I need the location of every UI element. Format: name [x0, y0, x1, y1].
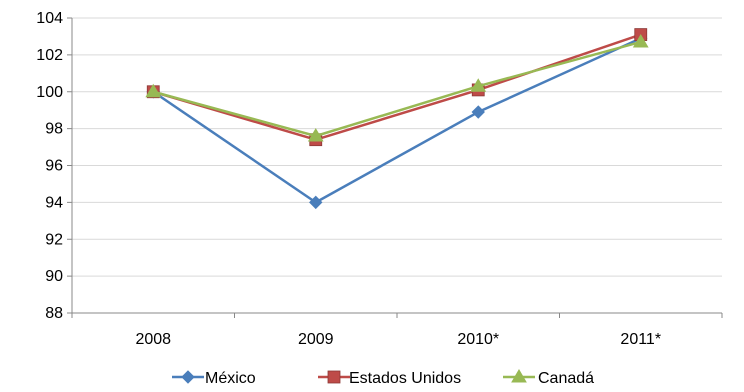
legend-label: Estados Unidos	[349, 370, 461, 387]
y-tick-label: 100	[36, 84, 63, 101]
y-tick-label: 98	[45, 121, 63, 138]
data-point	[471, 105, 485, 119]
gridlines	[72, 17, 722, 277]
data-point	[307, 128, 324, 142]
data-series	[145, 28, 649, 210]
y-tick-label: 102	[36, 47, 63, 64]
y-tick-label: 104	[36, 10, 63, 27]
y-axis-ticks: 88 90 92 94 96 98 100 102 104	[36, 10, 72, 322]
data-point	[309, 195, 323, 210]
x-tick-label: 2009	[298, 331, 334, 348]
x-axis-ticks: 2008 2009 2010* 2011*	[71, 313, 723, 348]
y-tick-label: 90	[45, 268, 63, 285]
y-tick-label: 94	[45, 194, 63, 211]
legend-label: Canadá	[538, 370, 594, 387]
data-point	[632, 33, 649, 48]
y-tick-label: 96	[45, 158, 63, 175]
legend: México Estados Unidos Canadá	[172, 369, 594, 387]
legend-label: México	[205, 370, 256, 387]
legend-marker	[327, 370, 341, 384]
legend-marker	[511, 369, 527, 383]
x-tick-label: 2008	[135, 331, 171, 348]
legend-marker	[181, 370, 195, 384]
data-point	[145, 83, 162, 98]
x-tick-label: 2010*	[457, 331, 499, 348]
data-point	[470, 78, 487, 92]
series-line-0	[152, 37, 642, 204]
y-tick-label: 92	[45, 231, 63, 248]
series-line-2	[152, 40, 642, 138]
y-tick-label: 88	[45, 305, 63, 322]
series-line-1	[152, 33, 642, 141]
x-tick-label: 2011*	[620, 331, 661, 348]
